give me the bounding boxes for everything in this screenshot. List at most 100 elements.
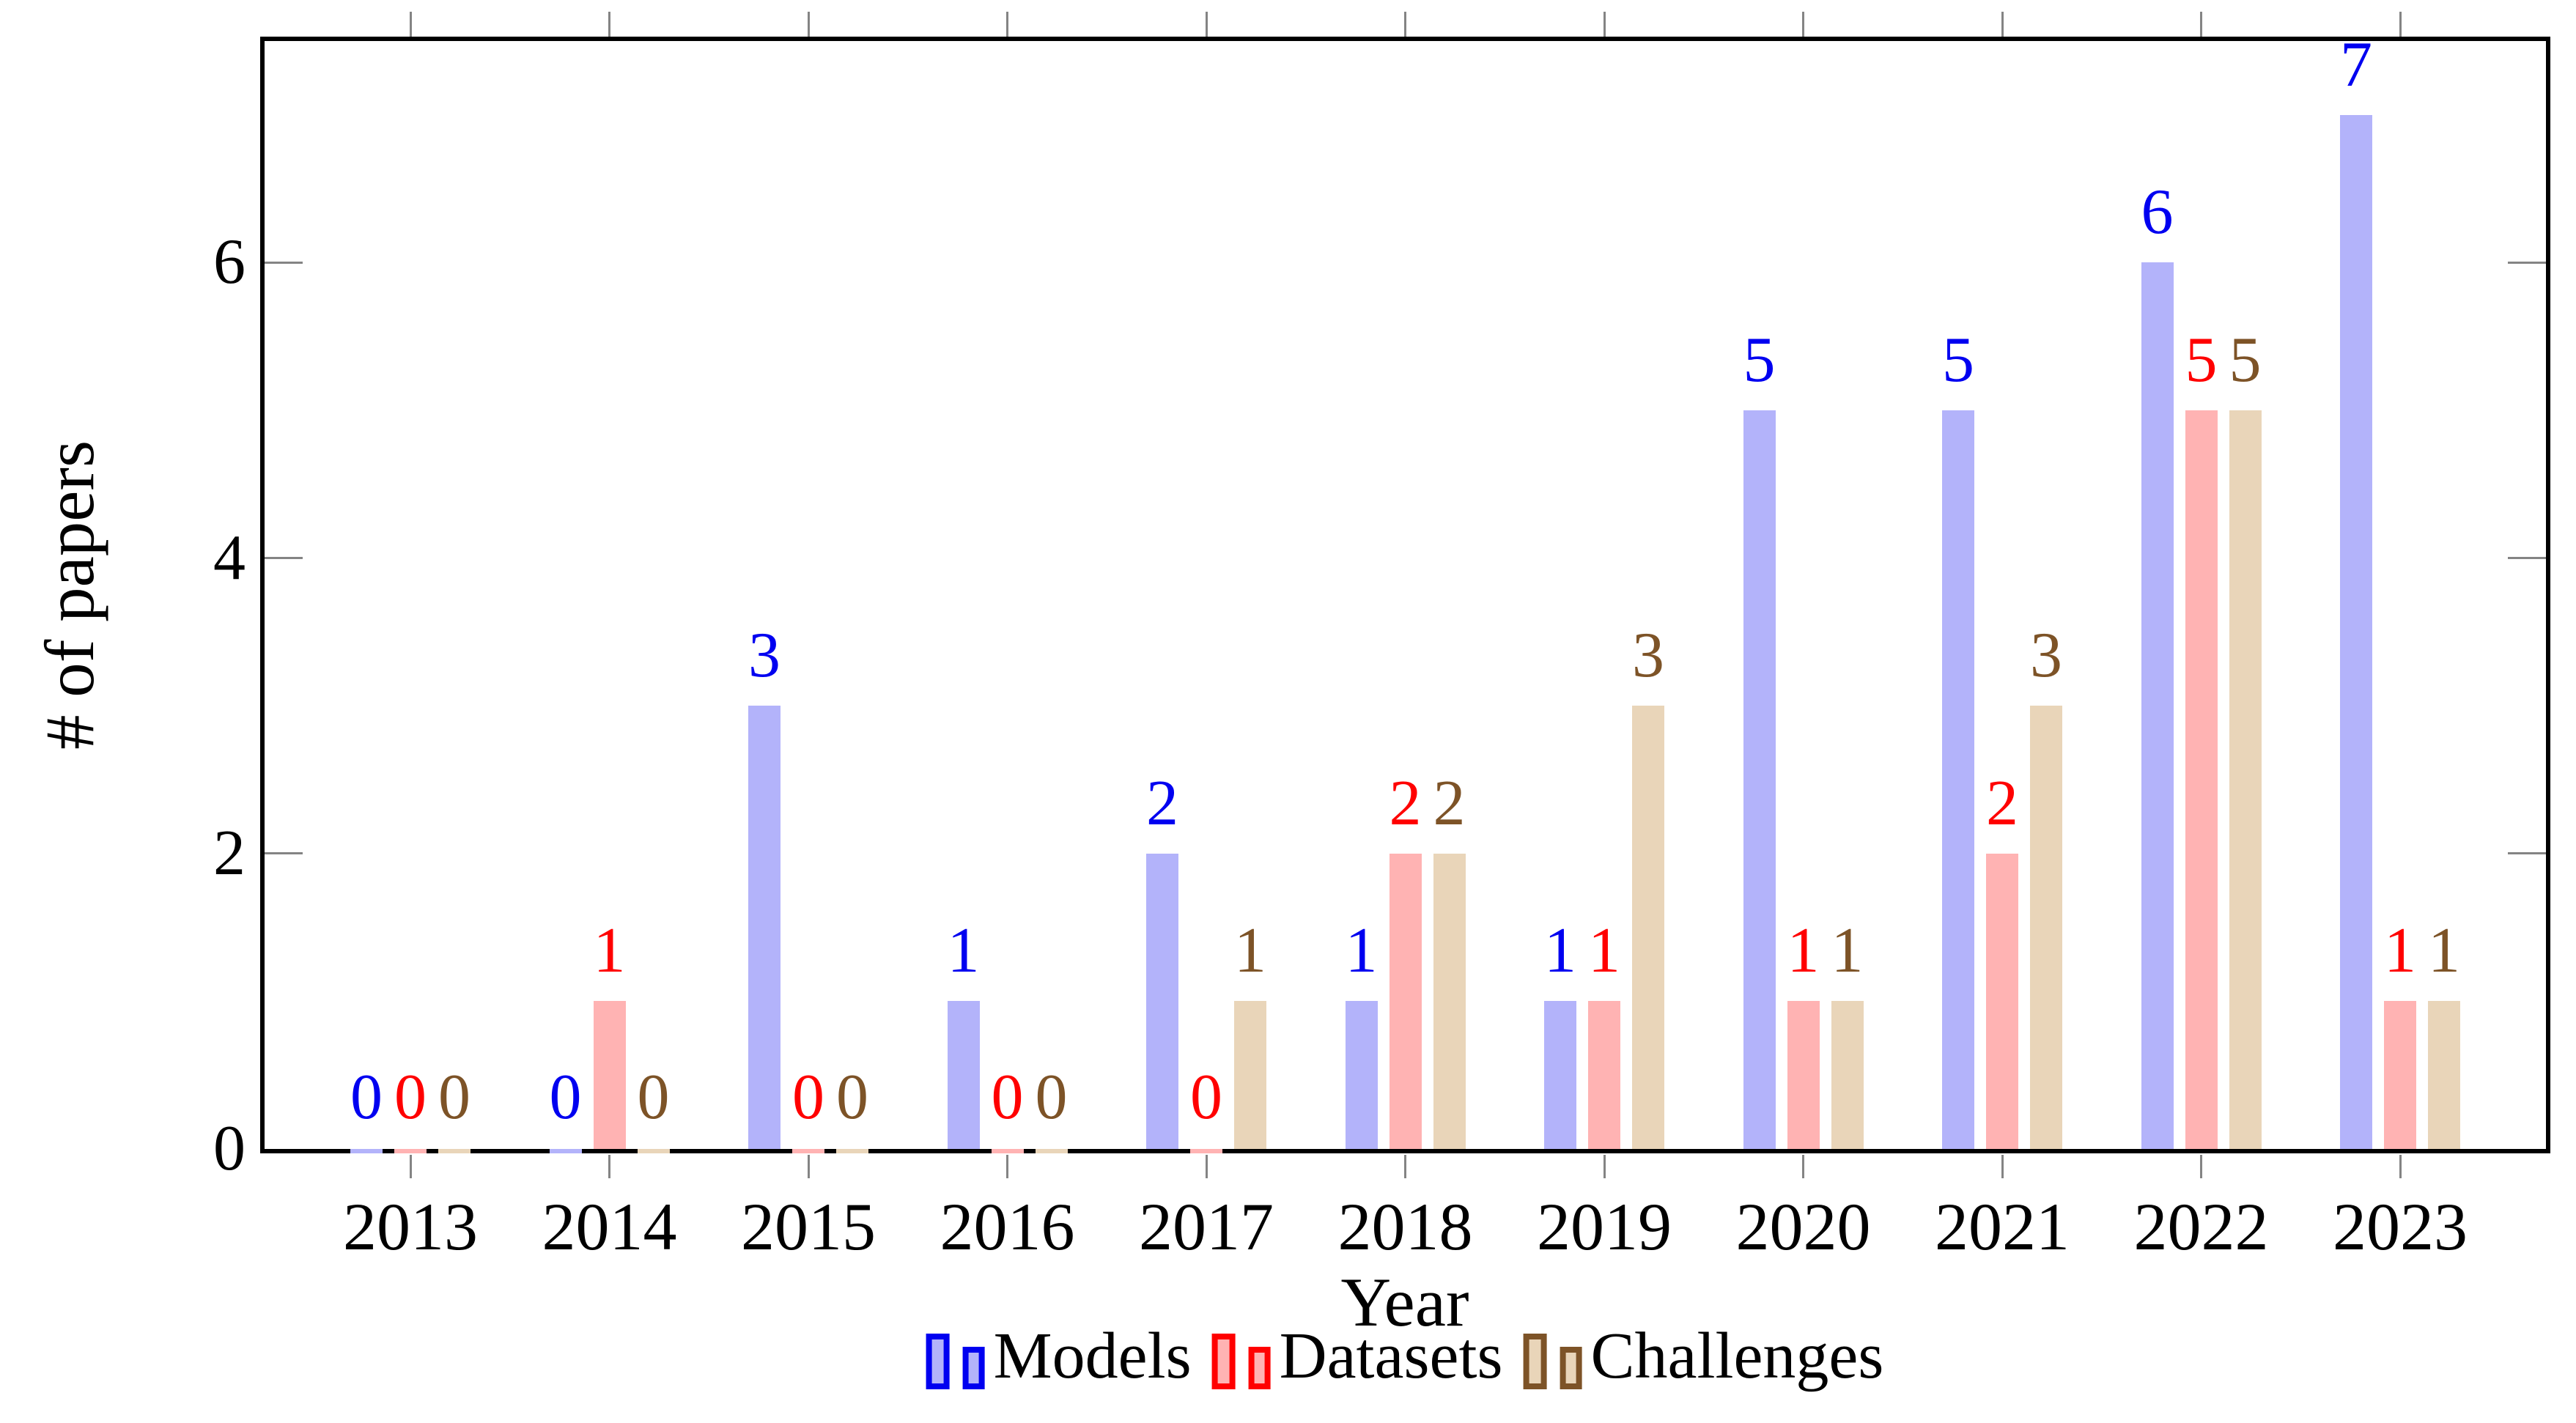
value-label-challenges-2019: 3 [1632,620,1664,692]
legend-swatch-models [926,1334,985,1389]
value-label-challenges-2013: 0 [438,1062,470,1133]
value-label-datasets-2018: 2 [1389,767,1422,839]
bar-challenges-2017 [1234,1001,1266,1149]
value-label-datasets-2020: 1 [1787,915,1820,987]
x-tick-bottom-2022 [2200,1155,2202,1178]
x-tick-top-2013 [409,12,412,37]
bar-challenges-2016 [1035,1149,1068,1153]
year-label-2014: 2014 [542,1189,677,1264]
x-tick-top-2023 [2399,12,2402,37]
bar-challenges-2014 [637,1149,670,1153]
bar-datasets-2014 [593,1001,626,1149]
legend-item-models: Models [926,1323,1192,1389]
year-label-2018: 2018 [1337,1189,1473,1264]
y-tick-left-2 [265,852,303,855]
value-label-models-2015: 3 [748,620,780,692]
bar-datasets-2021 [1986,853,2018,1149]
bar-challenges-2020 [1831,1001,1864,1149]
value-label-datasets-2016: 0 [991,1062,1024,1133]
value-label-datasets-2014: 1 [593,915,626,987]
year-label-2013: 2013 [343,1189,478,1264]
bar-challenges-2022 [2229,410,2262,1149]
year-label-2017: 2017 [1139,1189,1274,1264]
bar-challenges-2019 [1632,706,1664,1149]
y-tick-left-6 [265,261,303,264]
bar-models-2018 [1345,1001,1378,1149]
y-tick-right-6 [2508,261,2546,264]
legend-bar-icon-short [1248,1347,1271,1389]
x-axis-title: Year [1340,1263,1469,1341]
bar-models-2015 [748,706,780,1149]
x-tick-bottom-2015 [807,1155,810,1178]
y-tick-label-0: 0 [213,1113,246,1184]
year-label-2015: 2015 [741,1189,876,1264]
year-label-2019: 2019 [1537,1189,1672,1264]
legend-swatch-datasets [1211,1334,1271,1389]
x-tick-bottom-2014 [608,1155,610,1178]
x-tick-top-2020 [1802,12,1804,37]
value-label-datasets-2021: 2 [1986,767,2018,839]
bar-models-2022 [2141,262,2174,1149]
value-label-datasets-2017: 0 [1190,1062,1222,1133]
legend: Models Datasets Challenges [926,1320,1884,1392]
x-tick-bottom-2019 [1603,1155,1606,1178]
bar-challenges-2021 [2030,706,2062,1149]
bar-models-2017 [1146,853,1178,1149]
bar-models-2016 [947,1001,980,1149]
value-label-challenges-2016: 0 [1035,1062,1068,1133]
x-tick-top-2014 [608,12,610,37]
x-tick-bottom-2017 [1205,1155,1208,1178]
y-tick-label-4: 4 [213,522,246,594]
y-tick-label-2: 2 [213,817,246,889]
bar-datasets-2019 [1588,1001,1620,1149]
value-label-models-2017: 2 [1146,767,1178,839]
x-tick-top-2015 [807,12,810,37]
bar-datasets-2015 [792,1149,824,1153]
y-tick-label-6: 6 [213,226,246,298]
y-tick-right-4 [2508,557,2546,560]
bar-datasets-2022 [2185,410,2218,1149]
value-label-challenges-2023: 1 [2428,915,2460,987]
value-label-challenges-2020: 1 [1831,915,1864,987]
value-label-challenges-2022: 5 [2229,325,2262,396]
bar-models-2019 [1544,1001,1576,1149]
year-label-2023: 2023 [2333,1189,2468,1264]
value-label-models-2014: 0 [549,1062,582,1133]
legend-bar-icon-short [1560,1347,1582,1389]
bar-datasets-2017 [1190,1149,1222,1153]
value-label-datasets-2013: 0 [394,1062,427,1133]
value-label-datasets-2015: 0 [792,1062,824,1133]
legend-bar-icon-tall [1211,1334,1236,1389]
x-tick-bottom-2018 [1404,1155,1406,1178]
value-label-datasets-2023: 1 [2384,915,2416,987]
x-tick-top-2016 [1006,12,1008,37]
legend-bar-icon-tall [926,1334,950,1389]
x-tick-top-2021 [2001,12,2004,37]
value-label-challenges-2014: 0 [637,1062,670,1133]
value-label-challenges-2021: 3 [2030,620,2062,692]
legend-label-datasets: Datasets [1279,1320,1503,1392]
year-label-2016: 2016 [940,1189,1075,1264]
year-label-2020: 2020 [1735,1189,1871,1264]
legend-label-challenges: Challenges [1590,1320,1884,1392]
value-label-models-2023: 7 [2340,29,2372,100]
value-label-datasets-2019: 1 [1588,915,1620,987]
year-label-2022: 2022 [2133,1189,2269,1264]
bar-models-2021 [1942,410,1974,1149]
legend-item-datasets: Datasets [1211,1320,1503,1392]
y-tick-left-4 [265,557,303,560]
x-tick-top-2019 [1603,12,1606,37]
bar-models-2023 [2340,114,2372,1149]
x-tick-bottom-2013 [409,1155,412,1178]
legend-label-models: Models [993,1320,1192,1392]
bar-datasets-2018 [1389,853,1422,1149]
value-label-models-2013: 0 [350,1062,383,1133]
x-tick-bottom-2021 [2001,1155,2004,1178]
bar-challenges-2023 [2428,1001,2460,1149]
value-label-challenges-2017: 1 [1234,915,1266,987]
value-label-models-2016: 1 [947,915,980,987]
bar-datasets-2023 [2384,1001,2416,1149]
value-label-challenges-2015: 0 [836,1062,868,1133]
bar-datasets-2016 [991,1149,1024,1153]
